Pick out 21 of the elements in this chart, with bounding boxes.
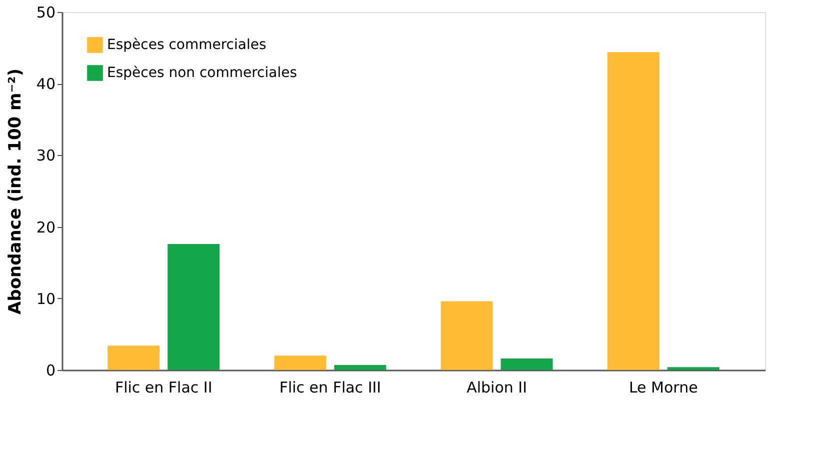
- y-tick-label: 0: [46, 362, 56, 380]
- x-tick-label: Flic en Flac II: [114, 378, 212, 396]
- bar: [667, 367, 720, 370]
- y-tick-label: 40: [36, 75, 56, 94]
- x-tick-label: Albion II: [466, 378, 528, 396]
- legend-label: Espèces commerciales: [107, 37, 266, 53]
- y-tick-label: 50: [36, 4, 56, 22]
- y-tick-label: 30: [36, 146, 56, 165]
- bar: [168, 244, 220, 370]
- bar: [440, 301, 493, 370]
- bar: [334, 364, 386, 370]
- y-axis-title: Abondance (ind. 100 m⁻²): [5, 68, 26, 314]
- y-tick-label: 10: [36, 290, 56, 308]
- bar: [274, 356, 326, 370]
- x-tick-label: Le Morne: [628, 378, 698, 396]
- bar: [607, 52, 660, 370]
- y-tick-label: 20: [36, 218, 56, 236]
- x-tick-label: Flic en Flac III: [279, 378, 382, 396]
- bar: [500, 358, 553, 370]
- legend-label: Espèces non commerciales: [107, 65, 298, 81]
- bar: [108, 346, 160, 370]
